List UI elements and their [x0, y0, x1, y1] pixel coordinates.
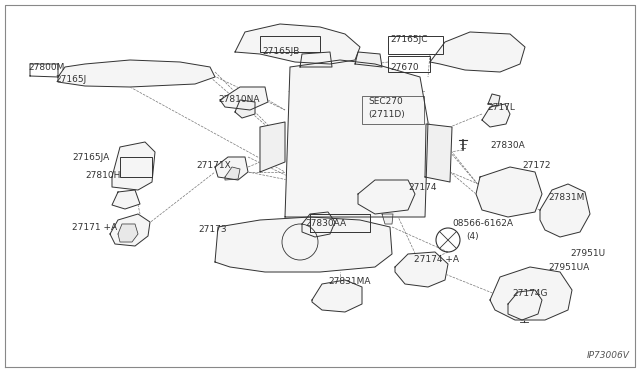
Text: 08566-6162A: 08566-6162A	[452, 219, 513, 228]
Polygon shape	[508, 290, 542, 320]
Polygon shape	[260, 122, 285, 172]
Bar	[362, 96, 424, 124]
Text: 27174 +A: 27174 +A	[414, 256, 459, 264]
Text: 2717L: 2717L	[487, 103, 515, 112]
Text: 27165JC: 27165JC	[390, 35, 428, 45]
Polygon shape	[112, 142, 155, 190]
Text: 27171 +A: 27171 +A	[72, 222, 117, 231]
Bar	[260, 36, 320, 52]
Text: 27174G: 27174G	[512, 289, 547, 298]
Text: IP73006V: IP73006V	[587, 351, 630, 360]
Polygon shape	[118, 224, 138, 242]
Polygon shape	[215, 157, 248, 180]
Polygon shape	[310, 214, 370, 232]
Text: SEC270: SEC270	[368, 97, 403, 106]
Polygon shape	[358, 180, 415, 214]
Text: 27830A: 27830A	[490, 141, 525, 151]
Polygon shape	[285, 60, 428, 217]
Polygon shape	[490, 267, 572, 320]
Text: 27171X: 27171X	[196, 160, 231, 170]
Text: 27830AA: 27830AA	[305, 219, 346, 228]
Polygon shape	[112, 190, 140, 209]
Polygon shape	[425, 124, 452, 182]
Text: 27810H: 27810H	[85, 171, 120, 180]
Polygon shape	[382, 214, 393, 224]
Bar	[388, 56, 430, 72]
Text: 27951UA: 27951UA	[548, 263, 589, 273]
Text: 27831M: 27831M	[548, 192, 584, 202]
Bar	[120, 157, 152, 177]
Polygon shape	[110, 214, 150, 246]
Text: 27173: 27173	[198, 224, 227, 234]
Polygon shape	[312, 280, 362, 312]
Polygon shape	[215, 217, 392, 272]
Text: (2711D): (2711D)	[368, 109, 404, 119]
Polygon shape	[225, 167, 240, 180]
Polygon shape	[488, 94, 500, 106]
Polygon shape	[302, 212, 335, 237]
Text: 27165JB: 27165JB	[262, 48, 300, 57]
Polygon shape	[355, 52, 382, 67]
Text: 27951U: 27951U	[570, 250, 605, 259]
Bar	[388, 36, 443, 54]
Polygon shape	[482, 104, 510, 127]
Polygon shape	[300, 52, 332, 67]
Polygon shape	[430, 32, 525, 72]
Text: 27165JA: 27165JA	[72, 153, 109, 161]
Polygon shape	[395, 252, 448, 287]
Text: 27810NA: 27810NA	[218, 94, 259, 103]
Polygon shape	[540, 184, 590, 237]
Polygon shape	[235, 24, 360, 64]
Polygon shape	[220, 87, 268, 110]
Text: 27831MA: 27831MA	[328, 278, 371, 286]
Text: 27800M: 27800M	[28, 62, 65, 71]
Text: 27670: 27670	[390, 62, 419, 71]
Text: 27172: 27172	[522, 160, 550, 170]
Text: 27174: 27174	[408, 183, 436, 192]
Polygon shape	[235, 100, 255, 118]
Polygon shape	[476, 167, 542, 217]
Polygon shape	[58, 60, 215, 87]
Text: 27165J: 27165J	[55, 76, 86, 84]
Text: (4): (4)	[466, 231, 479, 241]
